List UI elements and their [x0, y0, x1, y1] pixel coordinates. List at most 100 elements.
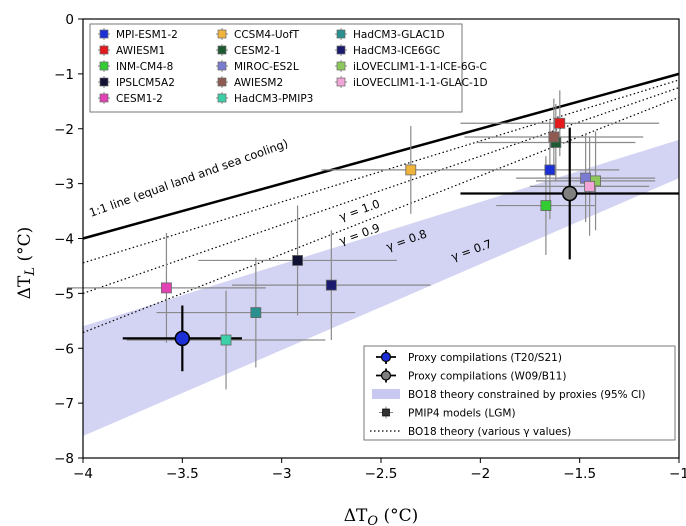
model-marker-awiesm1: [554, 117, 566, 129]
legend-proxy-item-w09: Proxy compilations (W09/B11): [376, 368, 566, 383]
legend-item-iloveclim1-1-1-ice-6g-c: iLOVECLIM1-1-1-ICE-6G-C: [335, 60, 487, 73]
legend-label: AWIESM2: [234, 77, 283, 89]
legend-marker: [99, 77, 109, 87]
x-tick-label: −1: [669, 466, 686, 482]
model-marker-inm-cm4-8: [540, 200, 552, 211]
legend-proxy-box: [363, 345, 676, 441]
y-tick-label: −7: [54, 396, 74, 412]
model-marker-awiesm2: [548, 131, 560, 143]
legend-marker: [336, 77, 346, 87]
model-marker-ipslcm5a2: [292, 255, 303, 266]
legend-label: MIROC-ES2L: [234, 61, 299, 73]
legend-item-awiesm1: AWIESM1: [98, 44, 165, 57]
legend-item-awiesm2: AWIESM2: [216, 76, 283, 89]
y-tick-label: −6: [54, 341, 74, 357]
equal-cooling-line: [82, 72, 680, 240]
legend-proxy-item-band: BO18 theory constrained by proxies (95% …: [372, 389, 646, 401]
legend-label: AWIESM1: [116, 45, 165, 57]
legend-item-mpi-esm1-2: MPI-ESM1-2: [98, 28, 178, 41]
legend-marker: [217, 29, 227, 39]
legend-proxy-items: Proxy compilations (T20/S21) Proxy compil…: [370, 350, 646, 438]
legend-label: CESM1-2: [116, 93, 163, 105]
legend-item-ipslcm5a2: IPSLCM5A2: [98, 76, 175, 89]
line-layer: [82, 72, 680, 334]
legend-models-box: [89, 23, 463, 113]
legend-marker: [217, 93, 227, 103]
y-tick-label: −2: [54, 122, 74, 138]
legend-proxy: Proxy compilations (T20/S21) Proxy compil…: [363, 345, 676, 441]
tick-layer: −4 −3.5 −3 −2.5 −2 −1.5 −1 −8 −7 −6 −5 −4 −3 −2 −1 0: [54, 12, 686, 482]
y-tick-label: −8: [54, 451, 74, 467]
ci-band: [83, 139, 679, 437]
model-marker-iloveclim1-1-1-ice-6g-c: [590, 175, 601, 187]
y-tick-label: −3: [54, 177, 74, 193]
legend-proxy-item-pmip: PMIP4 models (LGM): [379, 406, 516, 420]
legend-item-hadcm3-glac1d: HadCM3-GLAC1D: [335, 28, 445, 41]
legend-label: CCSM4-UofT: [234, 29, 300, 41]
x-tick-label: −1.5: [563, 466, 596, 482]
legend-item-hadcm3-ice6gc: HadCM3-ICE6GC: [335, 44, 440, 57]
legend-marker: [336, 29, 346, 39]
model-marker-iloveclim1-1-1-glac-1d: [584, 180, 595, 192]
x-tick-label: −2.5: [365, 466, 398, 482]
legend-marker: [99, 45, 109, 55]
y-tick-label: −1: [54, 67, 74, 83]
y-tick-label: −4: [54, 232, 74, 248]
legend-marker: [99, 61, 109, 71]
legend-item-cesm2-1: CESM2-1: [216, 44, 281, 57]
legend-label: IPSLCM5A2: [116, 77, 175, 89]
legend-item-miroc-es2l: MIROC-ES2L: [216, 60, 299, 73]
theory-line-0-8: [82, 87, 680, 294]
legend-label: CESM2-1: [234, 45, 281, 57]
model-marker-hadcm3-glac1d: [250, 307, 262, 318]
legend-proxy-item-theory: BO18 theory (various γ values): [370, 426, 571, 438]
x-tick-label: −4: [73, 466, 93, 482]
y-tick-label: −5: [54, 286, 74, 302]
theory-line-0-7: [82, 96, 680, 334]
legend-band-swatch: [372, 389, 400, 399]
proxy-marker-proxy-compilations-t20-s21: [174, 330, 191, 347]
legend-item-inm-cm4-8: INM-CM4-8: [98, 60, 173, 73]
legend-label: BO18 theory (various γ values): [408, 426, 571, 438]
legend-marker: [99, 93, 109, 103]
legend-label: iLOVECLIM1-1-1-ICE-6G-C: [353, 61, 487, 73]
legend-item-iloveclim1-1-1-glac-1d: iLOVECLIM1-1-1-GLAC-1D: [335, 76, 488, 89]
model-marker-mpi-esm1-2: [544, 164, 556, 176]
legend-label: INM-CM4-8: [116, 61, 173, 73]
x-tick-label: −2: [470, 466, 490, 482]
legend-label: iLOVECLIM1-1-1-GLAC-1D: [353, 77, 488, 89]
legend-label: BO18 theory constrained by proxies (95% …: [408, 389, 646, 401]
legend-item-ccsm4-uoft: CCSM4-UofT: [216, 28, 300, 41]
legend-marker: [380, 351, 392, 363]
legend-models: MPI-ESM1-2 AWIESM1 INM-CM4-8 IPSLCM5A2 CESM1…: [89, 23, 488, 113]
legend-marker: [99, 29, 109, 39]
legend-marker: [217, 61, 227, 71]
legend-label: HadCM3-PMIP3: [234, 93, 313, 105]
model-marker-hadcm3-ice6gc: [325, 279, 337, 291]
legend-proxy-item-t20: Proxy compilations (T20/S21): [376, 350, 562, 364]
model-marker-ccsm4-uoft: [405, 164, 417, 176]
proxy-marker-proxy-compilations-w09-b11: [561, 185, 578, 202]
ci-band-layer: [83, 139, 679, 437]
legend-label: HadCM3-GLAC1D: [353, 29, 445, 41]
legend-marker: [217, 45, 227, 55]
legend-label: Proxy compilations (W09/B11): [408, 371, 566, 383]
legend-item-cesm1-2: CESM1-2: [98, 92, 163, 105]
legend-marker: [217, 77, 227, 87]
x-tick-label: −3.5: [166, 466, 199, 482]
legend-marker: [336, 61, 346, 71]
legend-label: PMIP4 models (LGM): [408, 408, 516, 420]
model-marker-cesm1-2: [161, 282, 172, 294]
legend-label: MPI-ESM1-2: [116, 29, 178, 41]
model-marker-hadcm3-pmip3: [220, 334, 232, 346]
y-axis-title: ΔTL (°C): [15, 227, 38, 299]
y-tick-label: 0: [65, 12, 74, 28]
legend-marker: [380, 370, 392, 381]
legend-label: HadCM3-ICE6GC: [353, 45, 440, 57]
legend-models-items: MPI-ESM1-2 AWIESM1 INM-CM4-8 IPSLCM5A2 CESM1…: [98, 28, 488, 105]
legend-marker: [382, 408, 390, 417]
legend-item-hadcm3-pmip3: HadCM3-PMIP3: [216, 92, 313, 105]
legend-label: Proxy compilations (T20/S21): [408, 352, 562, 364]
x-axis-title: ΔTO (°C): [344, 506, 418, 526]
